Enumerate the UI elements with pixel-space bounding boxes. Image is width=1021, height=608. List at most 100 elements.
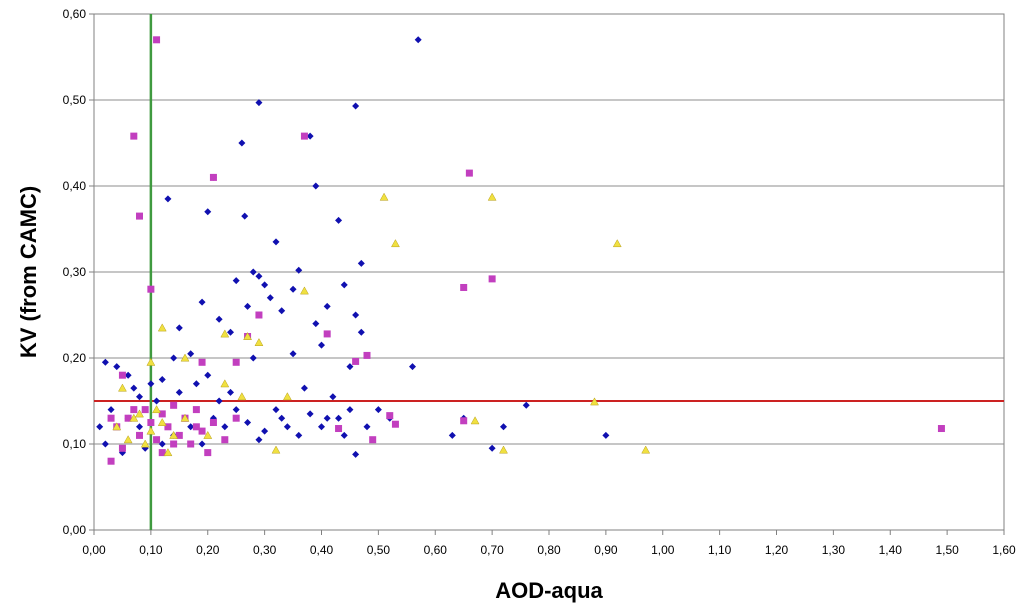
square-point bbox=[153, 36, 161, 44]
diamond-point bbox=[227, 388, 234, 396]
diamond-point bbox=[227, 328, 234, 336]
x-tick-label: 0,20 bbox=[196, 543, 220, 557]
square-point bbox=[170, 401, 178, 409]
square-point bbox=[141, 406, 149, 414]
diamond-point bbox=[249, 354, 257, 362]
y-tick-labels: 0,00 0,10 0,20 0,30 0,40 0,50 0,60 bbox=[63, 7, 87, 537]
triangle-point bbox=[146, 357, 156, 366]
diamond-point bbox=[300, 384, 308, 392]
y-axis-title: KV (from CAMC) bbox=[16, 186, 41, 358]
x-tick-label: 1,20 bbox=[765, 543, 789, 557]
square-point bbox=[130, 406, 138, 414]
triangle-point bbox=[271, 445, 281, 454]
diamond-point bbox=[204, 371, 212, 379]
diamond-point bbox=[101, 358, 109, 366]
triangle-point bbox=[123, 435, 133, 444]
square-point bbox=[460, 283, 468, 291]
diamond-point bbox=[318, 423, 325, 431]
diamond-point bbox=[175, 324, 183, 332]
diamond-point bbox=[272, 238, 280, 246]
diamond-point bbox=[158, 440, 166, 448]
diamond-point bbox=[335, 216, 343, 224]
triangle-point bbox=[391, 239, 400, 248]
square-point bbox=[158, 449, 166, 457]
square-point bbox=[147, 419, 155, 426]
diamond-point bbox=[153, 397, 161, 405]
diamond-point bbox=[414, 36, 422, 44]
square-point bbox=[363, 351, 371, 359]
diamond-point bbox=[500, 423, 507, 431]
square-point bbox=[232, 414, 240, 422]
triangle-point bbox=[300, 286, 309, 295]
triangle-point bbox=[163, 448, 173, 457]
diamond-point bbox=[101, 440, 109, 448]
x-tick-label: 0,30 bbox=[253, 543, 277, 557]
x-tick-label: 1,40 bbox=[879, 543, 903, 557]
triangle-point bbox=[118, 383, 127, 392]
square-point bbox=[352, 357, 360, 365]
triangle-point bbox=[140, 439, 150, 448]
data-points bbox=[96, 36, 945, 465]
square-point bbox=[300, 132, 308, 140]
x-tick-label: 0,00 bbox=[82, 543, 106, 557]
triangle-point bbox=[112, 422, 122, 431]
y-tick-label: 0,50 bbox=[63, 93, 87, 107]
diamond-point bbox=[158, 376, 166, 383]
diamond-point bbox=[409, 363, 416, 371]
square-point bbox=[136, 431, 143, 439]
triangle-point bbox=[612, 239, 622, 248]
diamond-point bbox=[107, 406, 115, 414]
square-point bbox=[136, 212, 143, 220]
diamond-point bbox=[312, 320, 320, 328]
diamond-point bbox=[198, 298, 206, 306]
diamond-point bbox=[312, 182, 320, 190]
diamond-point bbox=[306, 132, 314, 140]
diamond-point bbox=[352, 311, 360, 319]
x-tick-label: 1,60 bbox=[992, 543, 1016, 557]
diamond-point bbox=[306, 410, 314, 418]
diamond-point bbox=[192, 380, 200, 388]
triangle-point bbox=[203, 430, 213, 439]
square-point bbox=[369, 436, 377, 444]
diamond-point bbox=[295, 431, 303, 439]
square-point bbox=[164, 423, 172, 431]
diamond-point bbox=[289, 285, 297, 293]
diamond-point bbox=[522, 401, 530, 409]
square-point bbox=[192, 406, 200, 414]
square-point bbox=[147, 285, 155, 293]
square-point bbox=[323, 330, 331, 338]
diamond-point bbox=[352, 450, 360, 458]
diamond-point bbox=[130, 384, 138, 392]
diamond-point bbox=[346, 363, 354, 371]
diamond-point bbox=[255, 99, 263, 107]
diamond-point bbox=[261, 281, 269, 289]
triangle-point bbox=[129, 413, 139, 422]
square-point bbox=[124, 414, 132, 422]
diamond-point bbox=[198, 440, 206, 448]
x-tick-label: 1,00 bbox=[651, 543, 675, 557]
diamond-point bbox=[113, 363, 121, 371]
diamond-point bbox=[96, 423, 104, 431]
diamond-point bbox=[374, 406, 382, 414]
square-point bbox=[198, 427, 206, 435]
triangle-point bbox=[282, 392, 292, 401]
square-point bbox=[198, 358, 206, 366]
square-point bbox=[175, 431, 183, 439]
square-point bbox=[209, 419, 217, 426]
square-point bbox=[209, 173, 217, 181]
diamond-point bbox=[278, 414, 286, 422]
square-point bbox=[158, 410, 166, 418]
diamond-point bbox=[323, 414, 331, 422]
diamond-point bbox=[278, 307, 286, 315]
square-point bbox=[460, 417, 468, 425]
square-point bbox=[488, 275, 496, 283]
square-point bbox=[118, 371, 126, 379]
diamond-point bbox=[272, 406, 280, 414]
triangle-point bbox=[499, 445, 508, 454]
diamond-point bbox=[295, 266, 303, 274]
diamond-point bbox=[488, 444, 496, 452]
diamond-point bbox=[136, 393, 143, 401]
triangle-point bbox=[220, 329, 230, 338]
diamond-point bbox=[221, 423, 229, 431]
diamond-point bbox=[175, 388, 183, 396]
